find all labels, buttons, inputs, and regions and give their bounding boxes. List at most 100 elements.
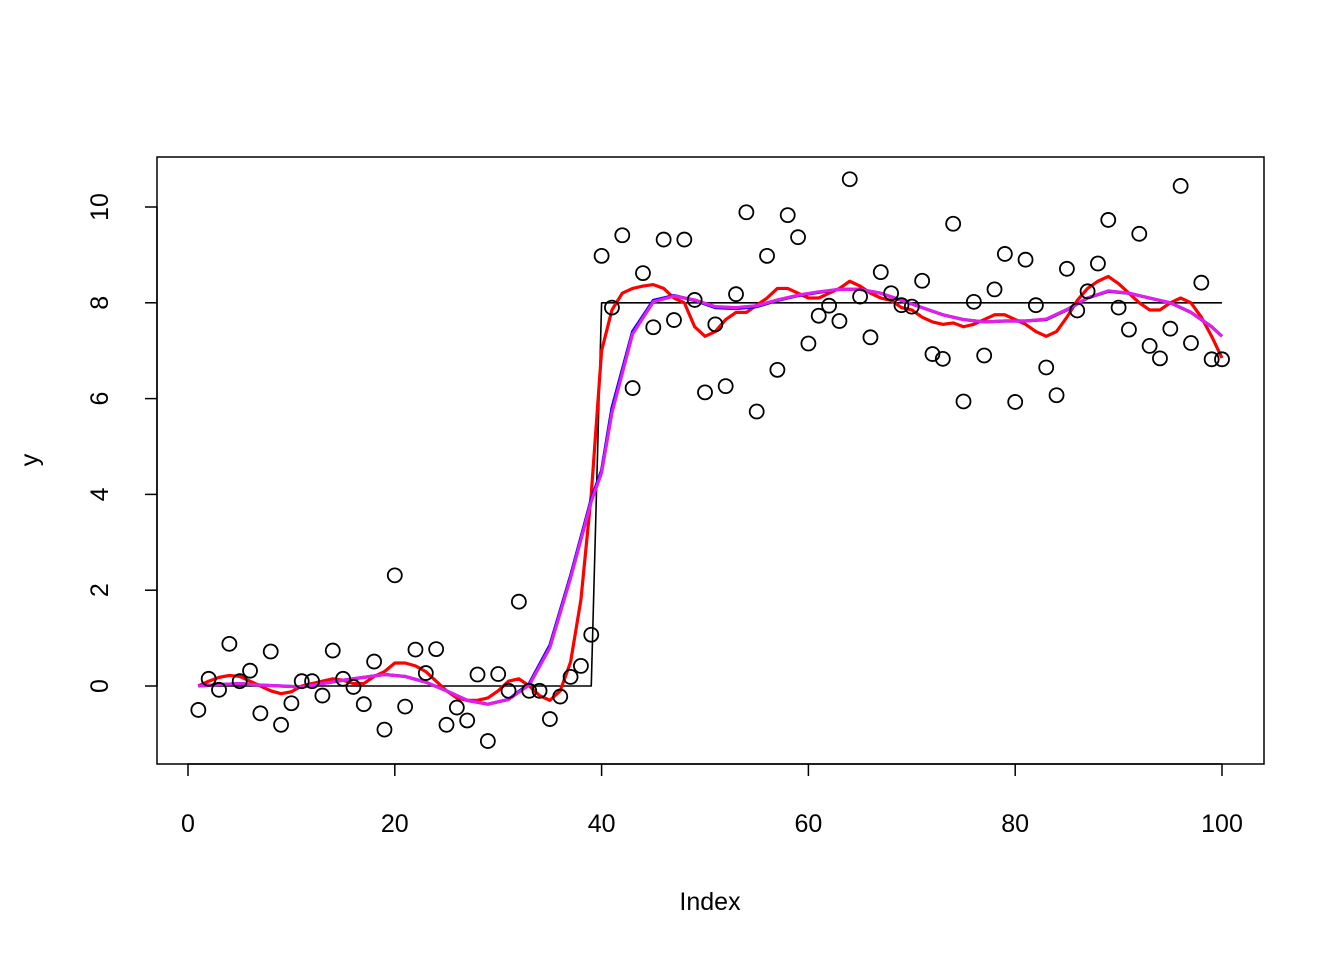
data-point [1100, 212, 1117, 228]
data-point [1048, 387, 1065, 404]
data-point [614, 227, 631, 244]
data-point [510, 593, 527, 610]
data-point [521, 682, 538, 699]
data-point [593, 247, 610, 264]
data-point [738, 204, 755, 221]
data-point [273, 716, 289, 733]
data-point [386, 567, 403, 584]
data-point [1079, 283, 1096, 300]
y-tick-label: 4 [86, 487, 114, 501]
data-point [986, 281, 1003, 298]
data-point [200, 670, 217, 687]
y-tick-label: 0 [86, 679, 114, 693]
x-tick-label: 80 [1001, 810, 1029, 838]
data-point [252, 705, 269, 722]
data-point [697, 384, 713, 401]
data-point [965, 293, 982, 310]
series-lines [197, 274, 1224, 706]
data-point [1183, 335, 1199, 351]
data-point [531, 682, 548, 699]
data-point [1131, 225, 1148, 242]
true-step-line [198, 301, 1222, 687]
y-axis: 0 2 4 6 8 10 [86, 193, 158, 693]
data-point [1110, 299, 1127, 316]
data-point [1193, 274, 1210, 291]
data-point [790, 229, 806, 246]
data-point [655, 231, 672, 248]
data-point [345, 679, 362, 695]
data-point [304, 673, 320, 690]
data-point [686, 292, 703, 308]
plot-box [156, 156, 1265, 765]
data-point [190, 702, 207, 718]
data-point [883, 285, 900, 302]
data-point [604, 299, 620, 316]
data-point [262, 643, 279, 660]
data-point [397, 698, 414, 715]
data-point [448, 699, 465, 716]
data-point [748, 403, 765, 420]
data-point [728, 286, 744, 303]
blue-smooth-line [198, 287, 1224, 706]
data-point [1069, 302, 1086, 319]
data-point [841, 171, 858, 188]
y-axis-label: y [16, 453, 44, 466]
data-point [862, 329, 879, 346]
data-point [893, 297, 910, 314]
data-point [376, 721, 393, 738]
data-point [914, 272, 931, 289]
y-tick-label: 8 [86, 296, 114, 310]
data-point [211, 681, 227, 698]
data-point [407, 641, 424, 658]
data-point [221, 635, 238, 652]
data-point [872, 264, 889, 281]
data-point [542, 711, 558, 727]
data-point [1162, 320, 1179, 337]
data-point [955, 393, 972, 410]
data-point [324, 642, 341, 659]
data-point [852, 288, 868, 305]
data-point [335, 670, 352, 687]
data-point [645, 319, 662, 336]
data-point [1203, 351, 1220, 368]
data-point [759, 247, 775, 264]
data-point [366, 653, 383, 670]
data-point [1152, 350, 1168, 367]
data-point [666, 312, 682, 328]
data-point [293, 673, 310, 690]
data-point [635, 265, 651, 282]
data-point [903, 298, 920, 315]
data-point [459, 712, 476, 729]
data-point [562, 668, 579, 685]
data-point [1141, 338, 1158, 354]
data-point [417, 665, 434, 681]
data-point [1017, 251, 1034, 268]
data-point [924, 346, 941, 362]
y-tick-label: 6 [86, 392, 114, 406]
data-point [800, 335, 817, 352]
data-point [810, 307, 827, 324]
data-point [769, 361, 786, 378]
data-point [314, 687, 331, 704]
data-point [676, 231, 693, 248]
data-point [1121, 321, 1137, 338]
red-smooth-line [197, 274, 1224, 702]
data-point [976, 347, 993, 364]
data-point [945, 215, 962, 232]
x-tick-label: 40 [588, 810, 616, 838]
data-point [573, 657, 589, 674]
data-point [779, 207, 796, 224]
data-point [996, 246, 1013, 262]
data-point [1038, 359, 1055, 376]
x-tick-label: 60 [794, 810, 822, 838]
data-point [1059, 260, 1075, 277]
data-point [583, 626, 600, 643]
data-point [428, 641, 445, 658]
data-point [1007, 394, 1024, 410]
data-point [490, 666, 507, 682]
data-point [500, 682, 517, 699]
x-tick-label: 100 [1201, 810, 1243, 838]
data-points [190, 171, 1230, 749]
data-point [552, 688, 569, 705]
